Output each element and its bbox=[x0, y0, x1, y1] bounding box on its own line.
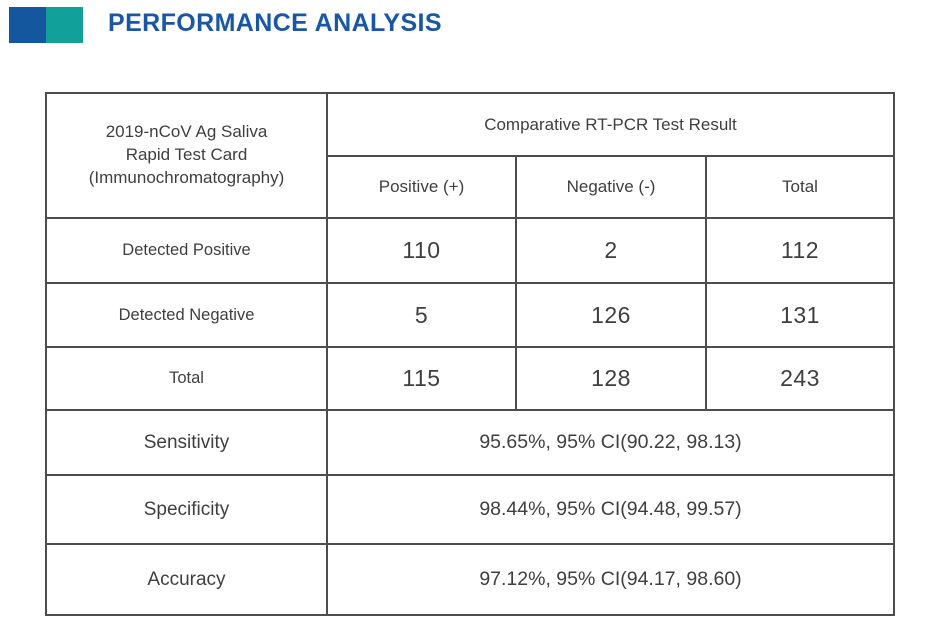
brand-mark bbox=[9, 7, 83, 43]
table-row-group-header: 2019-nCoV Ag Saliva Rapid Test Card (Imm… bbox=[45, 92, 895, 219]
metric-value-specificity: 98.44%, 95% CI(94.48, 99.57) bbox=[326, 474, 895, 545]
value-cell: 243 bbox=[705, 346, 895, 411]
value-cell: 126 bbox=[515, 282, 707, 348]
value-cell: 2 bbox=[515, 217, 707, 284]
table-row-specificity: Specificity 98.44%, 95% CI(94.48, 99.57) bbox=[45, 474, 895, 545]
col-header-negative: Negative (-) bbox=[515, 155, 707, 219]
page-title: PERFORMANCE ANALYSIS bbox=[108, 9, 442, 37]
col-header-positive: Positive (+) bbox=[326, 155, 517, 219]
brand-square-blue-icon bbox=[9, 7, 46, 43]
table-row-total: Total 115 128 243 bbox=[45, 346, 895, 411]
brand-square-teal-icon bbox=[46, 7, 83, 43]
metric-value-accuracy: 97.12%, 95% CI(94.17, 98.60) bbox=[326, 543, 895, 616]
metric-label-accuracy: Accuracy bbox=[45, 543, 328, 616]
comparative-rtpcr-header-cell: Comparative RT-PCR Test Result bbox=[326, 92, 895, 157]
table-row-sensitivity: Sensitivity 95.65%, 95% CI(90.22, 98.13) bbox=[45, 409, 895, 476]
col-header-total: Total bbox=[705, 155, 895, 219]
value-cell: 128 bbox=[515, 346, 707, 411]
value-cell: 110 bbox=[326, 217, 517, 284]
table-row-col-headers: Positive (+) Negative (-) Total bbox=[46, 155, 895, 219]
value-cell: 5 bbox=[326, 282, 517, 348]
metric-label-specificity: Specificity bbox=[45, 474, 328, 545]
value-cell: 131 bbox=[705, 282, 895, 348]
row-label-total: Total bbox=[45, 346, 328, 411]
row-label-detected-negative: Detected Negative bbox=[45, 282, 328, 348]
table-row-accuracy: Accuracy 97.12%, 95% CI(94.17, 98.60) bbox=[45, 543, 895, 616]
metric-label-sensitivity: Sensitivity bbox=[45, 409, 328, 476]
metric-value-sensitivity: 95.65%, 95% CI(90.22, 98.13) bbox=[326, 409, 895, 476]
table-row-detected-positive: Detected Positive 110 2 112 bbox=[45, 217, 895, 284]
performance-analysis-table: 2019-nCoV Ag Saliva Rapid Test Card (Imm… bbox=[45, 92, 895, 616]
value-cell: 112 bbox=[705, 217, 895, 284]
table-row-detected-negative: Detected Negative 5 126 131 bbox=[45, 282, 895, 348]
row-label-detected-positive: Detected Positive bbox=[45, 217, 328, 284]
test-card-header-cell: 2019-nCoV Ag Saliva Rapid Test Card (Imm… bbox=[45, 92, 328, 219]
value-cell: 115 bbox=[326, 346, 517, 411]
